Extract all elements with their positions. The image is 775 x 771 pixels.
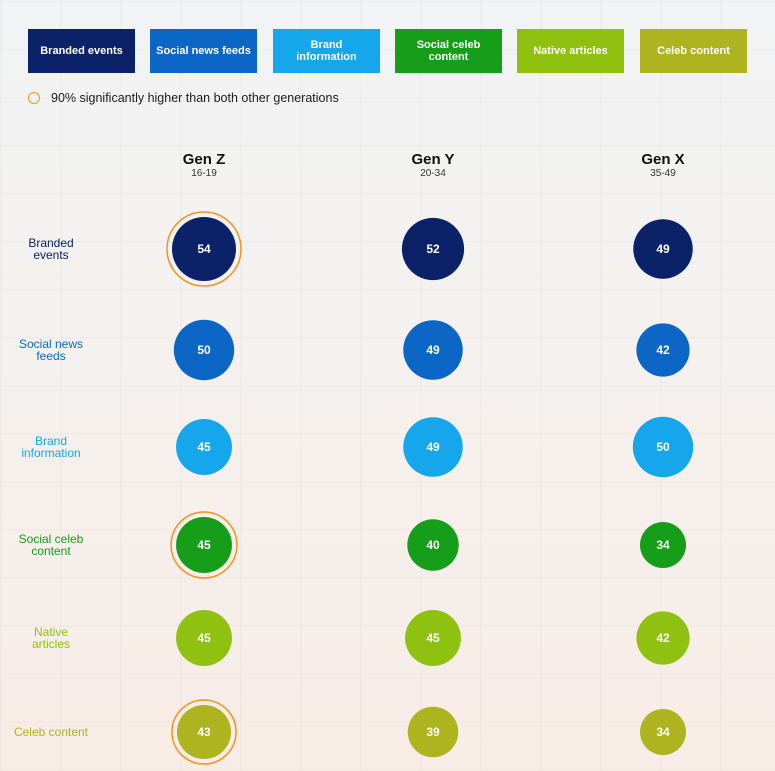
bubble [407,519,459,571]
bubble-value-label: 45 [197,440,211,454]
significance-ring [171,699,237,765]
bubble [403,320,463,380]
generation-name: Gen Z [182,151,226,168]
bubble [176,704,232,760]
bubble-value-label: 45 [197,538,211,552]
generation-age-range: 20-34 [420,168,446,179]
bubble-value-label: 50 [197,343,211,357]
bubble-value-label: 54 [197,242,211,256]
bubble-value-label: 52 [426,242,440,256]
bubble-value-label: 39 [426,725,440,739]
generation-age-range: 16-19 [191,168,217,179]
bubble [407,706,459,758]
significance-note-text: 90% significantly higher than both other… [51,91,339,105]
bubble-value-label: 43 [197,725,211,739]
legend-item-branded-events: Branded events [28,29,135,73]
bubble-value-label: 45 [197,631,211,645]
generation-name: Gen X [641,151,685,168]
bubble [640,709,686,755]
column-header-gen-z: Gen Z 16-19 [144,152,264,180]
column-header-gen-y: Gen Y 20-34 [373,152,493,180]
bubble [636,611,690,665]
bubble [640,522,686,568]
bubble-value-label: 34 [656,538,670,552]
bubble-value-label: 49 [656,242,670,256]
bubble [632,416,694,478]
significance-ring [170,511,238,579]
generation-age-range: 35-49 [650,168,676,179]
significance-ring-icon [28,92,40,104]
legend-item-social-celeb-content: Social celeb content [395,29,502,73]
row-label-native-articles: Native articles [31,625,70,651]
bubble [176,419,232,475]
legend-item-social-news-feeds: Social news feeds [150,29,257,73]
bubble [403,417,463,477]
significance-ring [166,211,242,287]
bubble-value-label: 49 [426,440,440,454]
bubble-value-label: 49 [426,343,440,357]
legend-item-native-articles: Native articles [517,29,624,73]
bubble-value-label: 50 [656,440,670,454]
bubble-value-label: 42 [656,343,670,357]
bubble-value-label: 40 [426,538,440,552]
bubble [176,610,232,666]
bubble-value-label: 42 [656,631,670,645]
row-label-social-news-feeds: Social news feeds [18,337,84,363]
row-label-branded-events: Branded events [28,236,74,262]
significance-note: 90% significantly higher than both other… [28,89,339,107]
row-label-brand-information: Brand information [21,434,81,460]
legend-item-brand-information: Brand information [273,29,380,73]
legend-item-celeb-content: Celeb content [640,29,747,73]
bubble-value-label: 45 [426,631,440,645]
bubble [173,319,235,381]
bubble [405,610,461,666]
legend-bar: Branded events Social news feeds Brand inf… [0,0,775,80]
bubble [401,217,465,281]
row-label-celeb-content: Celeb content [13,725,89,739]
column-header-gen-x: Gen X 35-49 [603,152,723,180]
bubble [172,217,236,281]
bubble-value-label: 34 [656,725,670,739]
bubble [636,323,690,377]
bubble [176,517,232,573]
generation-name: Gen Y [411,151,455,168]
bubble [633,219,693,279]
row-label-social-celeb-content: Social celeb content [18,532,84,558]
